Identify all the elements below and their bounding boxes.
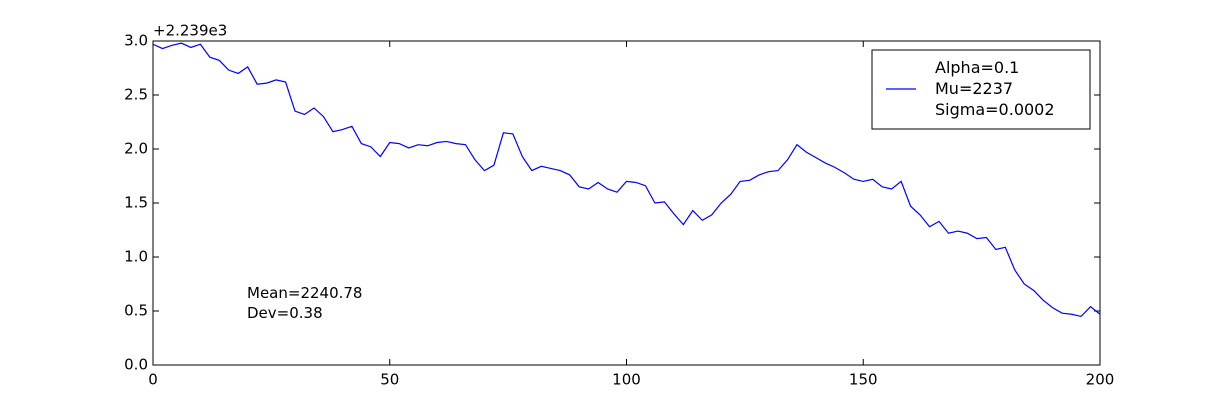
x-tick-label: 50 xyxy=(380,371,399,389)
y-tick-label: 1.5 xyxy=(124,194,148,212)
legend-label: Alpha=0.1 Mu=2237 Sigma=0.0002 xyxy=(935,58,1055,119)
annotation: Mean=2240.78 Dev=0.38 xyxy=(247,284,363,322)
y-tick-label: 0.0 xyxy=(124,356,148,374)
y-tick-label: 2.5 xyxy=(124,86,148,104)
plot-frame xyxy=(152,40,1101,366)
y-tick-label: 0.5 xyxy=(124,302,148,320)
y-offset-label: +2.239e3 xyxy=(153,22,227,40)
x-tick-label: 200 xyxy=(1086,371,1115,389)
line xyxy=(152,42,1101,318)
x-tick-label: 100 xyxy=(612,371,641,389)
y-tick-label: 2.0 xyxy=(124,140,148,158)
x-tick-label: 150 xyxy=(849,371,878,389)
x-tick-label: 0 xyxy=(148,371,158,389)
y-tick-label: 1.0 xyxy=(124,248,148,266)
y-tick-label: 3.0 xyxy=(124,32,148,50)
